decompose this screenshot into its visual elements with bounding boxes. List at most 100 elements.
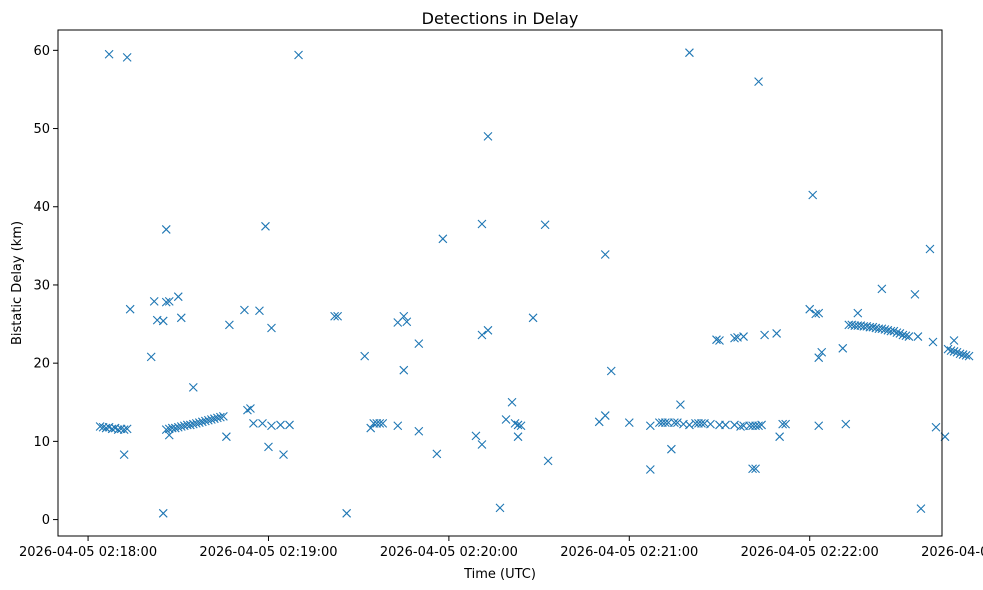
data-point: [877, 284, 887, 294]
y-tick-label: 30: [33, 278, 50, 293]
data-point: [949, 336, 959, 345]
data-point: [931, 422, 941, 432]
data-point: [660, 418, 670, 427]
data-point: [880, 325, 890, 334]
data-point: [946, 346, 956, 356]
data-point: [170, 423, 180, 433]
data-point: [645, 465, 655, 474]
data-point: [477, 219, 487, 229]
y-tick-label: 20: [33, 357, 50, 372]
data-point: [666, 444, 676, 454]
data-point: [95, 422, 105, 431]
y-tick-label: 50: [33, 122, 50, 137]
data-point: [191, 418, 201, 428]
data-point: [276, 420, 285, 430]
data-point: [119, 450, 129, 460]
data-point: [414, 339, 424, 348]
data-point: [188, 419, 198, 429]
data-point: [964, 351, 974, 361]
data-point: [814, 421, 824, 431]
data-point: [757, 420, 766, 430]
data-point: [892, 328, 902, 338]
data-point: [540, 220, 550, 230]
data-point: [904, 332, 914, 341]
data-point: [712, 335, 721, 345]
data-point: [501, 415, 511, 424]
data-point: [221, 432, 231, 442]
data-point: [955, 349, 965, 359]
data-point: [706, 419, 715, 429]
data-point: [267, 421, 276, 431]
data-point: [149, 296, 159, 306]
data-point: [158, 316, 168, 326]
data-point: [730, 420, 739, 430]
data-point: [218, 411, 228, 421]
data-point: [104, 49, 114, 59]
data-point: [378, 418, 388, 428]
data-point: [606, 366, 616, 376]
data-point: [158, 508, 168, 518]
data-point: [778, 419, 788, 429]
data-point: [264, 442, 273, 452]
data-point: [925, 244, 935, 254]
data-point: [161, 297, 171, 307]
data-point: [811, 309, 821, 319]
data-point: [483, 325, 493, 335]
data-point: [279, 450, 288, 460]
data-point: [330, 311, 340, 321]
data-point: [808, 190, 818, 200]
x-axis-label: Time (UTC): [463, 567, 536, 582]
data-point: [898, 330, 908, 340]
data-point: [122, 424, 132, 434]
data-point: [841, 419, 851, 429]
data-point: [817, 347, 827, 357]
data-point: [432, 449, 442, 459]
data-point: [173, 292, 183, 302]
data-point: [224, 320, 234, 330]
data-point: [513, 432, 523, 442]
data-point: [176, 313, 186, 323]
data-point: [471, 431, 481, 441]
data-point: [676, 400, 685, 410]
data-point: [910, 289, 920, 299]
data-point: [360, 351, 370, 361]
x-tick-label: 2026-04-05 02:23:00: [921, 545, 983, 560]
data-point: [961, 350, 971, 360]
data-point: [393, 421, 403, 431]
data-point: [600, 250, 610, 259]
data-point: [670, 418, 679, 427]
data-point: [200, 416, 210, 426]
data-point: [477, 330, 487, 340]
data-point: [754, 421, 763, 431]
data-point: [212, 413, 222, 423]
data-point: [721, 420, 730, 430]
data-point: [402, 317, 412, 327]
data-point: [185, 420, 195, 430]
data-points: [95, 48, 974, 518]
data-point: [333, 311, 343, 321]
data-point: [958, 350, 968, 359]
data-point: [814, 308, 824, 318]
data-point: [814, 353, 824, 363]
data-point: [188, 383, 198, 392]
data-point: [516, 421, 526, 431]
data-point: [438, 234, 448, 244]
data-point: [261, 221, 270, 231]
data-point: [916, 504, 926, 514]
x-axis-ticks: 2026-04-05 02:18:00 2026-04-05 02:19:00 20…: [19, 536, 983, 560]
data-point: [685, 420, 694, 430]
data-point: [146, 352, 156, 362]
data-point: [164, 296, 174, 306]
y-axis-label: Bistatic Delay (km): [10, 221, 25, 345]
data-point: [161, 225, 171, 234]
data-point: [119, 425, 129, 435]
chart-title: Detections in Delay: [422, 9, 579, 28]
x-tick-label: 2026-04-05 02:19:00: [199, 545, 337, 560]
y-tick-label: 40: [33, 200, 50, 215]
data-point: [125, 304, 135, 314]
data-point: [477, 440, 487, 449]
data-point: [853, 308, 863, 318]
data-point: [913, 332, 923, 341]
data-point: [751, 464, 760, 474]
